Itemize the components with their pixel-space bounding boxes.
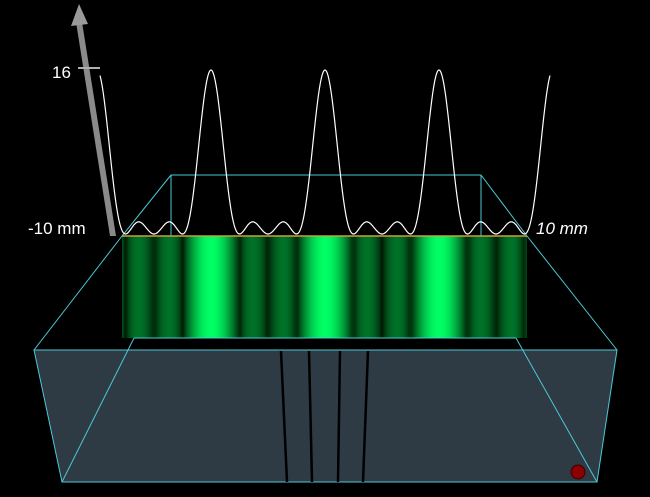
intensity-curve [99,69,551,235]
axis-arrowhead [71,4,88,26]
slit-1 [279,350,289,483]
vertical-arrow-icon [71,4,116,236]
detector-screen [122,236,527,338]
axis-left-label: -10 mm [28,219,86,238]
slit-3 [336,350,342,483]
tank-front-face [33,349,618,483]
tank-screen-bottom-right [515,337,598,483]
axis-shaft [76,22,116,236]
drag-handle-icon[interactable] [570,464,586,480]
axis-max-label: 16 [52,63,71,82]
tank-back-right-edge [480,174,528,237]
tank-right-side-edge [526,235,618,351]
slits [279,350,370,483]
axis-right-label: 10 mm [536,219,588,238]
tank-back-left-edge [121,174,172,237]
tank-side-edges [33,235,618,483]
slit-2 [307,350,314,483]
tank-screen-bottom-left [61,337,135,483]
slit-4 [361,350,370,483]
tank-left-side-edge [33,235,123,351]
tank-wireframe [121,174,528,237]
